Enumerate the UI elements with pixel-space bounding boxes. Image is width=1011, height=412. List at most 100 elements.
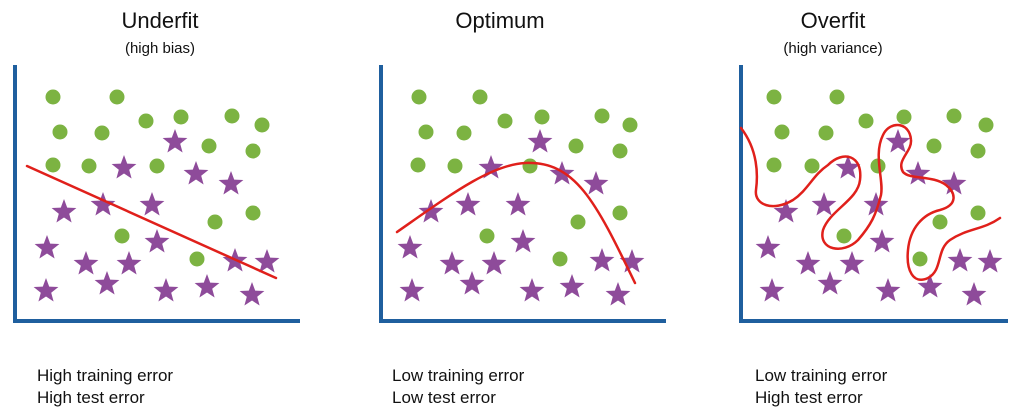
axes — [739, 65, 1008, 323]
purple-star — [153, 278, 179, 302]
caption-training: Low training error — [392, 366, 525, 385]
green-dot — [114, 228, 130, 244]
green-dot — [766, 157, 782, 173]
purple-star — [162, 129, 188, 153]
purple-star — [619, 249, 645, 273]
purple-star — [505, 192, 531, 216]
green-dot — [926, 138, 942, 154]
green-dot — [52, 124, 68, 140]
plot-optimum — [379, 65, 666, 323]
purple-star — [51, 199, 77, 223]
green-dot — [612, 143, 628, 159]
green-dot — [45, 157, 61, 173]
purple-star — [773, 199, 799, 223]
purple-star — [418, 199, 444, 223]
green-dot — [818, 125, 834, 141]
green-dot — [94, 125, 110, 141]
purple-star — [527, 129, 553, 153]
purple-star — [811, 192, 837, 216]
caption: Low training error High test error — [755, 365, 887, 409]
green-dot — [870, 158, 886, 174]
green-dot — [534, 109, 550, 125]
green-dot — [411, 89, 427, 105]
green-dot — [109, 89, 125, 105]
green-dot — [829, 89, 845, 105]
purple-star — [583, 171, 609, 195]
axes — [379, 65, 666, 323]
purple-star — [510, 229, 536, 253]
purple-star — [755, 235, 781, 259]
green-dot — [766, 89, 782, 105]
green-dot — [932, 214, 948, 230]
caption: High training error High test error — [37, 365, 173, 409]
caption-test: High test error — [755, 388, 863, 407]
fit-curve-arc — [395, 161, 637, 285]
panel-subtitle: (high bias) — [124, 40, 196, 57]
green-dot — [912, 251, 928, 267]
purple-star — [218, 171, 244, 195]
plot-overfit — [739, 65, 1008, 323]
purple-star — [875, 278, 901, 302]
purple-star — [839, 251, 865, 275]
green-dot — [447, 158, 463, 174]
purple-star — [183, 161, 209, 185]
green-dot — [970, 143, 986, 159]
green-dot — [858, 113, 874, 129]
purple-star — [34, 235, 60, 259]
purple-star — [905, 161, 931, 185]
caption-test: Low test error — [392, 388, 496, 407]
green-dot — [946, 108, 962, 124]
green-dot — [570, 214, 586, 230]
purple-star — [947, 248, 973, 272]
purple-star — [194, 274, 220, 298]
panel-overfit: Overfit (high variance) Low training err… — [678, 0, 1008, 412]
purple-star — [519, 278, 545, 302]
fit-line-straight — [25, 164, 278, 280]
purple-star — [478, 155, 504, 179]
green-dot — [594, 108, 610, 124]
green-dot — [45, 89, 61, 105]
purple-star — [863, 192, 889, 216]
purple-star — [397, 235, 423, 259]
panel-optimum: Optimum Low training error Low test erro… — [340, 0, 670, 412]
green-dot — [149, 158, 165, 174]
green-dot — [552, 251, 568, 267]
green-dot — [836, 228, 852, 244]
purple-star — [869, 229, 895, 253]
fit-curve-wiggly — [739, 123, 1002, 281]
green-dot — [568, 138, 584, 154]
purple-star — [941, 171, 967, 195]
green-dot — [522, 158, 538, 174]
purple-star — [239, 282, 265, 306]
purple-star — [917, 274, 943, 298]
purple-star — [399, 278, 425, 302]
green-dot — [896, 109, 912, 125]
green-dot — [418, 124, 434, 140]
purple-star — [439, 251, 465, 275]
purple-star — [459, 271, 485, 295]
green-dot — [81, 158, 97, 174]
green-dot — [472, 89, 488, 105]
panel-title: Optimum — [455, 8, 545, 33]
green-dot — [138, 113, 154, 129]
green-dot — [189, 251, 205, 267]
green-dot — [224, 108, 240, 124]
purple-star — [90, 192, 116, 216]
panel-subtitle: (high variance) — [783, 40, 883, 57]
green-dot — [774, 124, 790, 140]
caption: Low training error Low test error — [392, 365, 524, 409]
purple-star — [559, 274, 585, 298]
purple-star — [961, 282, 987, 306]
caption-training: High training error — [37, 366, 174, 385]
purple-star — [116, 251, 142, 275]
panel-title: Underfit — [121, 8, 199, 33]
purple-star — [835, 155, 861, 179]
purple-star — [977, 249, 1003, 273]
purple-star — [33, 278, 59, 302]
green-dot — [410, 157, 426, 173]
purple-star — [455, 192, 481, 216]
panel-underfit: Underfit (high bias) High training error… — [0, 0, 330, 412]
green-dot — [207, 214, 223, 230]
purple-star — [759, 278, 785, 302]
green-dot — [622, 117, 638, 133]
